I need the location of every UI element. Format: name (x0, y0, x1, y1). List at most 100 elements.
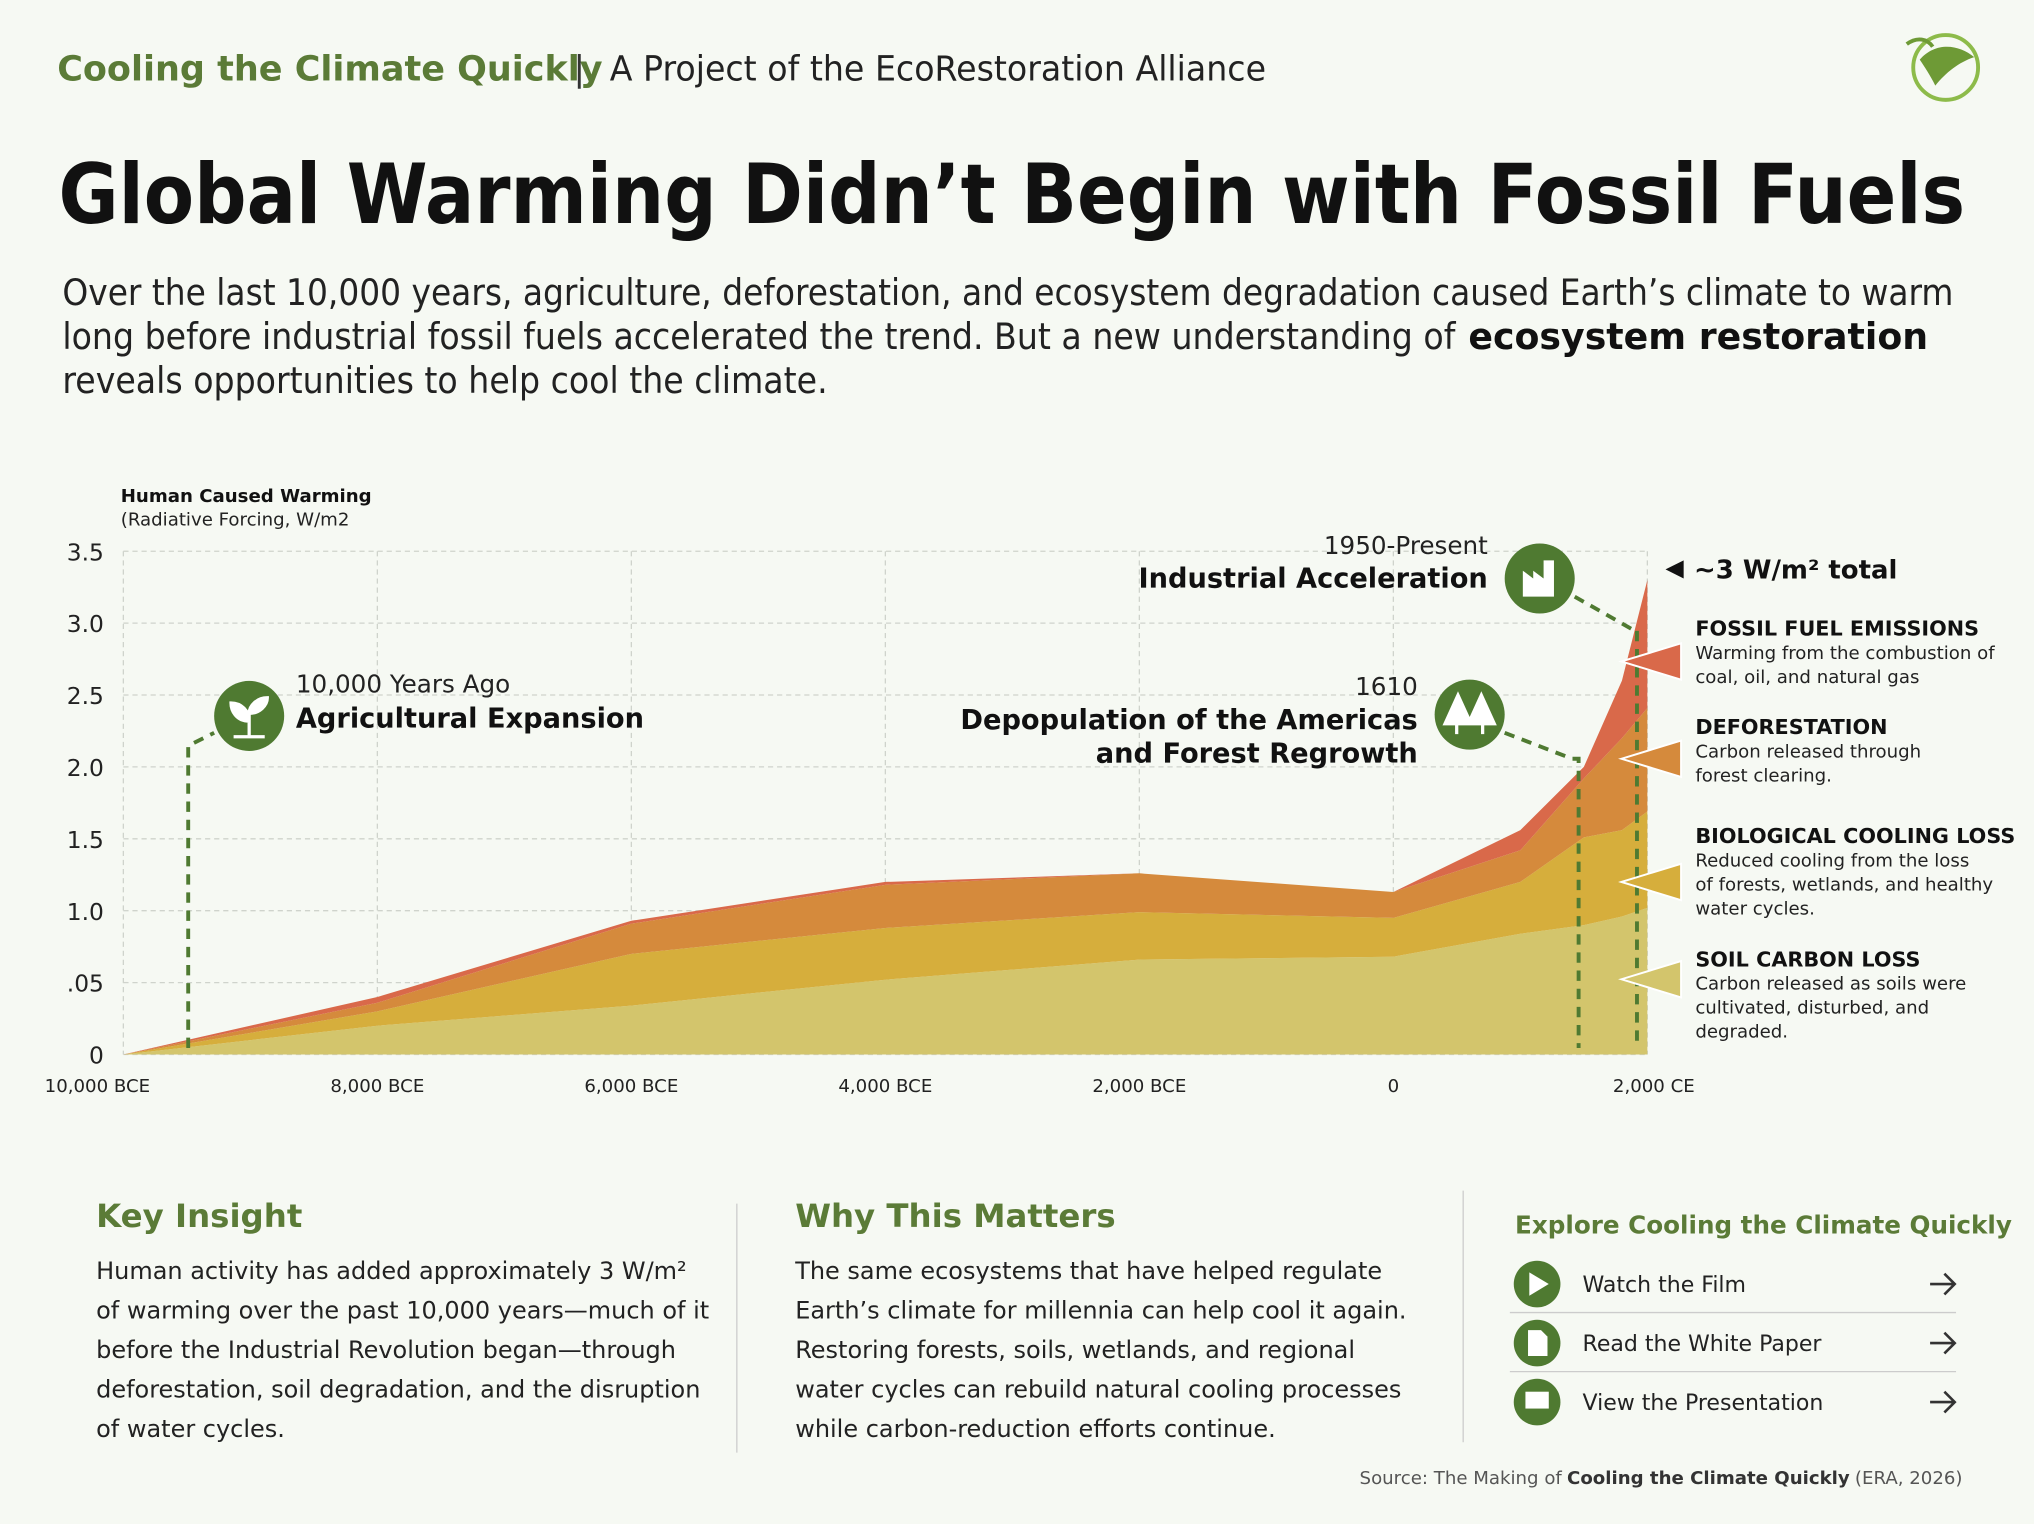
y-tick-label: .05 (67, 970, 104, 998)
link-label[interactable]: Watch the Film (1583, 1273, 1747, 1298)
legend-name: BIOLOGICAL COOLING LOSS (1695, 824, 2015, 848)
y-axis-title: Human Caused Warming (121, 486, 372, 507)
icon-glyph (1528, 1330, 1548, 1357)
logo (1905, 33, 1981, 102)
legend-pointer (1618, 959, 1683, 999)
page-title: Global Warming Didn’t Begin with Fossil … (59, 146, 1966, 243)
x-tick-label: 2,000 BCE (1092, 1076, 1186, 1097)
x-tick-label: 4,000 BCE (838, 1076, 932, 1097)
y-tick-label: 3.0 (67, 610, 104, 638)
y-axis-subtitle: (Radiative Forcing, W/m2 (121, 509, 350, 530)
intro-emphasis: ecosystem restoration (1468, 315, 1928, 358)
legend-name: DEFORESTATION (1695, 715, 1887, 739)
annotations: 10,000 Years Ago Agricultural Expansion … (186, 531, 1897, 1048)
link-label[interactable]: View the Presentation (1583, 1391, 1824, 1416)
icon-glyph (1529, 1272, 1549, 1296)
link-row[interactable]: Watch the Film (1510, 1256, 1959, 1313)
links: Watch the Film Read the White Paper View t… (1509, 1256, 1959, 1431)
annotation-label: and Forest Regrowth (1096, 739, 1418, 770)
section-text: Earth’s climate for millennia can help c… (795, 1296, 1406, 1324)
source-prefix: Source: The Making of (1360, 1468, 1563, 1489)
section-text: while carbon-reduction efforts continue. (795, 1415, 1276, 1443)
section-text: of water cycles. (96, 1415, 285, 1443)
legend-pointer (1618, 739, 1683, 779)
annotation-date: 1950-Present (1324, 531, 1488, 560)
total-label: ~3 W/m² total (1694, 555, 1897, 585)
leader-line (1573, 594, 1639, 1048)
legend-description: cultivated, disturbed, and (1695, 998, 1929, 1019)
section-text: Human activity has added approximately 3… (96, 1257, 687, 1285)
annotation-label: Depopulation of the Americas (960, 705, 1417, 736)
link-arrow (1930, 1331, 1957, 1355)
legend-name: FOSSIL FUEL EMISSIONS (1695, 617, 1979, 641)
legend-description: Reduced cooling from the loss (1695, 850, 1969, 871)
x-tick-label: 10,000 BCE (45, 1076, 151, 1097)
legend-description: forest clearing. (1695, 765, 1832, 786)
brand: Cooling the Climate Quickly (57, 49, 603, 89)
annotation-label: Agricultural Expansion (296, 704, 644, 735)
icon-glyph (1442, 691, 1497, 735)
section-heading: Why This Matters (795, 1197, 1115, 1235)
section-text: before the Industrial Revolution began—t… (96, 1336, 676, 1364)
leader-line (1503, 731, 1581, 1048)
legend-pointer (1618, 642, 1683, 681)
chart: Human Caused Warming (Radiative Forcing,… (45, 486, 1695, 1097)
source-suffix: (ERA, 2026) (1855, 1468, 1963, 1489)
area (123, 811, 1648, 1055)
legend-description: degraded. (1695, 1022, 1788, 1043)
y-tick-label: 2.5 (67, 682, 104, 710)
legend-description: Carbon released as soils were (1695, 974, 1966, 995)
icon-glyph (1525, 1391, 1549, 1409)
y-tick-label: 1.0 (67, 898, 104, 926)
intro-line: long before industrial fossil fuels acce… (62, 315, 1928, 358)
section-text: Restoring forests, soils, wetlands, and … (795, 1336, 1355, 1364)
link-row[interactable]: Read the White Paper (1510, 1315, 1959, 1372)
legend-description: Warming from the combustion of (1695, 643, 1995, 664)
y-tick-label: 2.0 (67, 754, 104, 782)
y-tick-label: 0 (89, 1042, 104, 1070)
area (123, 907, 1648, 1055)
x-tick-label: 8,000 BCE (330, 1076, 424, 1097)
legend-description: water cycles. (1695, 898, 1815, 919)
annotation-date: 1610 (1355, 672, 1418, 701)
icon-glyph (1522, 560, 1554, 597)
area (123, 707, 1648, 1055)
intro-line: Over the last 10,000 years, agriculture,… (62, 271, 1953, 314)
link-row[interactable]: View the Presentation (1510, 1374, 1959, 1431)
separator: | (573, 49, 585, 89)
annotation-label: Industrial Acceleration (1139, 564, 1488, 595)
legend-description: Carbon released through (1695, 741, 1921, 762)
link-arrow (1930, 1272, 1957, 1296)
sections: Key Insight Human activity has added appr… (96, 1197, 1406, 1443)
section-text: water cycles can rebuild natural cooling… (795, 1376, 1401, 1404)
x-tick-label: 6,000 BCE (584, 1076, 678, 1097)
legend: SOIL CARBON LOSS Carbon released as soils… (1618, 617, 2015, 1043)
link-arrow (1930, 1390, 1957, 1414)
legend-description: of forests, wetlands, and healthy (1695, 874, 1993, 895)
legend-name: SOIL CARBON LOSS (1695, 947, 1920, 971)
section-text: of warming over the past 10,000 years—mu… (96, 1296, 709, 1324)
explore-heading: Explore Cooling the Climate Quickly (1515, 1210, 2012, 1239)
legend-pointer (1618, 862, 1683, 902)
leader-line (186, 731, 216, 1048)
link-label[interactable]: Read the White Paper (1583, 1332, 1823, 1357)
section-text: The same ecosystems that have helped reg… (794, 1257, 1382, 1285)
source-emphasis: Cooling the Climate Quickly (1567, 1468, 1850, 1489)
section-heading: Key Insight (96, 1197, 302, 1235)
legend-description: coal, oil, and natural gas (1695, 667, 1919, 688)
source: Source: The Making of Cooling the Climate… (1360, 1468, 1963, 1489)
icon-glyph (229, 696, 269, 739)
intro-text: long before industrial fossil fuels acce… (62, 315, 1456, 358)
total-pointer (1665, 560, 1684, 579)
x-tick-label: 0 (1388, 1076, 1400, 1097)
x-tick-label: 2,000 CE (1613, 1076, 1695, 1097)
annotation-date: 10,000 Years Ago (296, 670, 510, 699)
y-tick-label: 3.5 (67, 538, 104, 566)
y-tick-label: 1.5 (67, 826, 104, 854)
tagline: A Project of the EcoRestoration Alliance (610, 49, 1266, 89)
icon-trees (1434, 679, 1505, 750)
section-text: deforestation, soil degradation, and the… (96, 1376, 700, 1404)
